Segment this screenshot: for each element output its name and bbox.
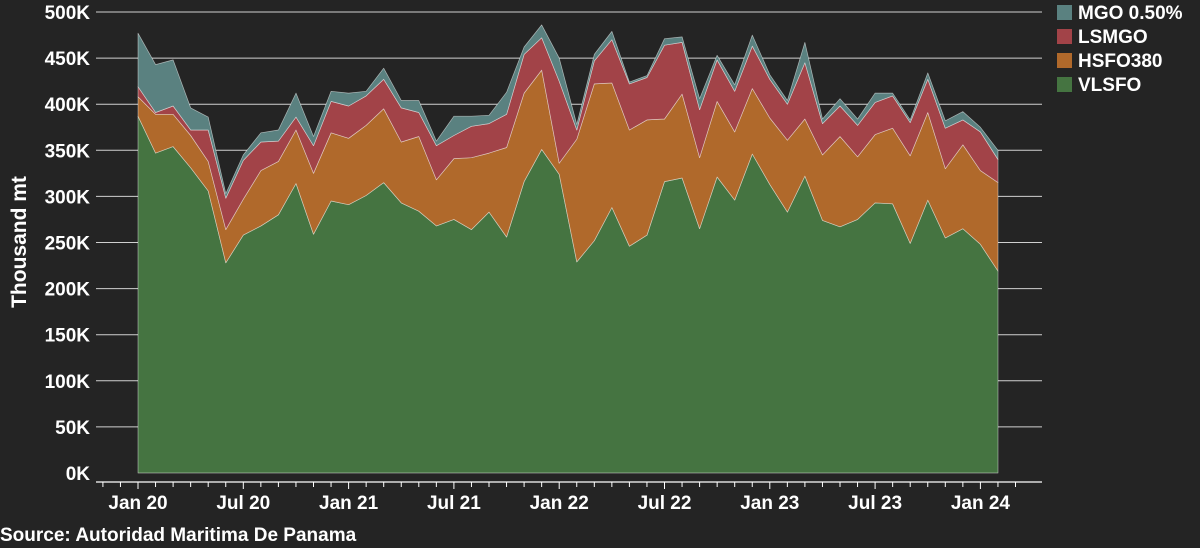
- x-tick-label: Jan 20: [108, 493, 167, 514]
- x-tick-label: Jan 23: [740, 493, 799, 514]
- legend: MGO 0.50% LSMGO HSFO380 VLSFO: [1057, 3, 1183, 96]
- y-tick-label: 50K: [55, 418, 90, 439]
- x-tick-label: Jul 21: [427, 493, 481, 514]
- legend-label: LSMGO: [1078, 27, 1148, 48]
- y-tick-label: 250K: [45, 234, 91, 255]
- x-tick-label: Jul 22: [638, 493, 692, 514]
- legend-swatch: [1057, 29, 1072, 44]
- x-tick-label: Jul 20: [216, 493, 270, 514]
- y-axis: 0K 50K 100K 150K 200K 250K 300K 350K 400K 450K 500…: [45, 3, 91, 485]
- x-tick-label: Jan 24: [951, 493, 1011, 514]
- legend-swatch: [1057, 53, 1072, 68]
- source-note: Source: Autoridad Maritima De Panama: [0, 525, 357, 546]
- x-tick-label: Jan 21: [319, 493, 379, 514]
- legend-label: HSFO380: [1078, 51, 1162, 72]
- legend-label: VLSFO: [1078, 75, 1141, 96]
- area-series-mgo-0-50-: [137, 24, 999, 199]
- y-tick-label: 150K: [45, 326, 91, 347]
- y-axis-title: Thousand mt: [8, 176, 31, 308]
- y-tick-label: 300K: [45, 187, 91, 208]
- y-tick-label: 100K: [45, 372, 91, 393]
- legend-swatch: [1057, 5, 1072, 20]
- x-tick-label: Jul 23: [848, 493, 902, 514]
- y-tick-label: 350K: [45, 141, 91, 162]
- legend-label: MGO 0.50%: [1078, 3, 1183, 24]
- x-tick-label: Jan 22: [530, 493, 589, 514]
- y-tick-label: 0K: [66, 464, 91, 485]
- y-tick-label: 500K: [45, 3, 91, 24]
- x-axis: Jan 20 Jul 20 Jan 21 Jul 21 Jan 22 Jul 22 Jan …: [96, 481, 1042, 514]
- legend-swatch: [1057, 77, 1072, 92]
- y-tick-label: 200K: [45, 280, 91, 301]
- y-tick-label: 400K: [45, 95, 91, 116]
- area-series: [137, 24, 999, 474]
- y-tick-label: 450K: [45, 49, 91, 70]
